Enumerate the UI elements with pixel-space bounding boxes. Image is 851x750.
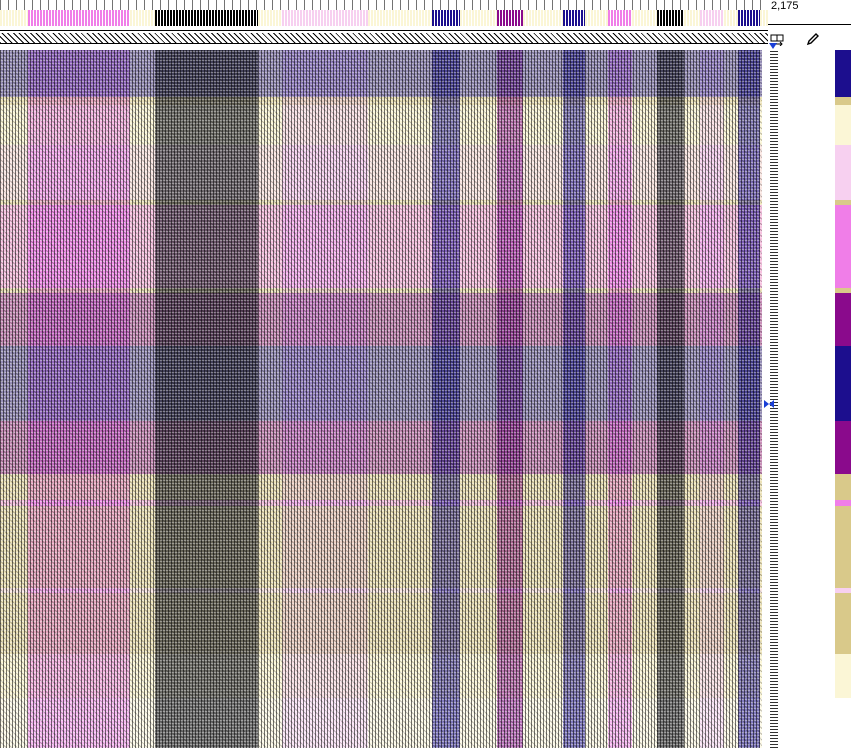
warp-stripe[interactable]: [657, 10, 684, 26]
warp-stripe[interactable]: [0, 10, 28, 26]
weft-stripe[interactable]: [835, 593, 851, 654]
weft-row: [0, 593, 762, 654]
weft-row: [0, 50, 762, 97]
warp-stripe[interactable]: [760, 10, 768, 26]
weft-row: [0, 346, 762, 421]
weave-drawdown[interactable]: [0, 50, 762, 748]
warp-stripe[interactable]: [632, 10, 657, 26]
weft-stripe[interactable]: [835, 346, 851, 421]
threading-strip[interactable]: [0, 33, 768, 44]
treadling-strip[interactable]: [770, 50, 778, 748]
weft-stripe[interactable]: [835, 506, 851, 588]
weft-stripe[interactable]: [835, 293, 851, 346]
weft-row: [0, 654, 762, 698]
weft-row: [0, 105, 762, 145]
warp-stripe[interactable]: [608, 10, 632, 26]
warp-stripe[interactable]: [155, 10, 258, 26]
weft-row: [0, 293, 762, 346]
weft-stripe[interactable]: [835, 421, 851, 474]
weft-stripe[interactable]: [835, 145, 851, 200]
weft-stripe[interactable]: [835, 654, 851, 698]
warp-stripe[interactable]: [684, 10, 700, 26]
warp-stripe[interactable]: [523, 10, 563, 26]
warp-stripe[interactable]: [282, 10, 368, 26]
top-divider: [768, 24, 851, 25]
warp-stripe[interactable]: [738, 10, 760, 26]
weft-stripe[interactable]: [835, 205, 851, 288]
weft-row: [0, 421, 762, 474]
tool-icons: [770, 32, 830, 47]
weft-stripe[interactable]: [835, 50, 851, 97]
warp-stripe[interactable]: [563, 10, 585, 26]
weft-row: [0, 97, 762, 105]
warp-stripe[interactable]: [700, 10, 724, 26]
warp-stripe[interactable]: [130, 10, 155, 26]
weft-stripe[interactable]: [835, 105, 851, 145]
weft-stripe[interactable]: [835, 97, 851, 105]
warp-color-strip[interactable]: [0, 0, 768, 31]
warp-stripe[interactable]: [432, 10, 460, 26]
weft-row: [0, 474, 762, 500]
weft-stripe[interactable]: [835, 588, 851, 593]
weft-stripe[interactable]: [835, 474, 851, 500]
repeat-icon[interactable]: [770, 32, 784, 47]
pencil-icon[interactable]: [806, 32, 820, 46]
weft-row: [0, 145, 762, 200]
weft-row: [0, 506, 762, 588]
weft-stripe[interactable]: [835, 500, 851, 506]
warp-stripe[interactable]: [258, 10, 282, 26]
weft-row: [0, 205, 762, 288]
weft-stripe[interactable]: [835, 288, 851, 293]
warp-stripe[interactable]: [724, 10, 738, 26]
warp-stripe[interactable]: [497, 10, 523, 26]
threading-marker-icon[interactable]: [769, 43, 777, 49]
thread-count-label: 2,175: [771, 0, 799, 12]
warp-stripe[interactable]: [28, 10, 130, 26]
weft-color-strip[interactable]: [835, 50, 851, 748]
warp-stripe[interactable]: [460, 10, 497, 26]
warp-stripe[interactable]: [368, 10, 432, 26]
row-marker-icon[interactable]: [764, 395, 778, 408]
warp-ruler: [0, 0, 768, 10]
warp-stripe[interactable]: [585, 10, 608, 26]
warp-colors[interactable]: [0, 10, 768, 26]
weft-stripe[interactable]: [835, 200, 851, 205]
